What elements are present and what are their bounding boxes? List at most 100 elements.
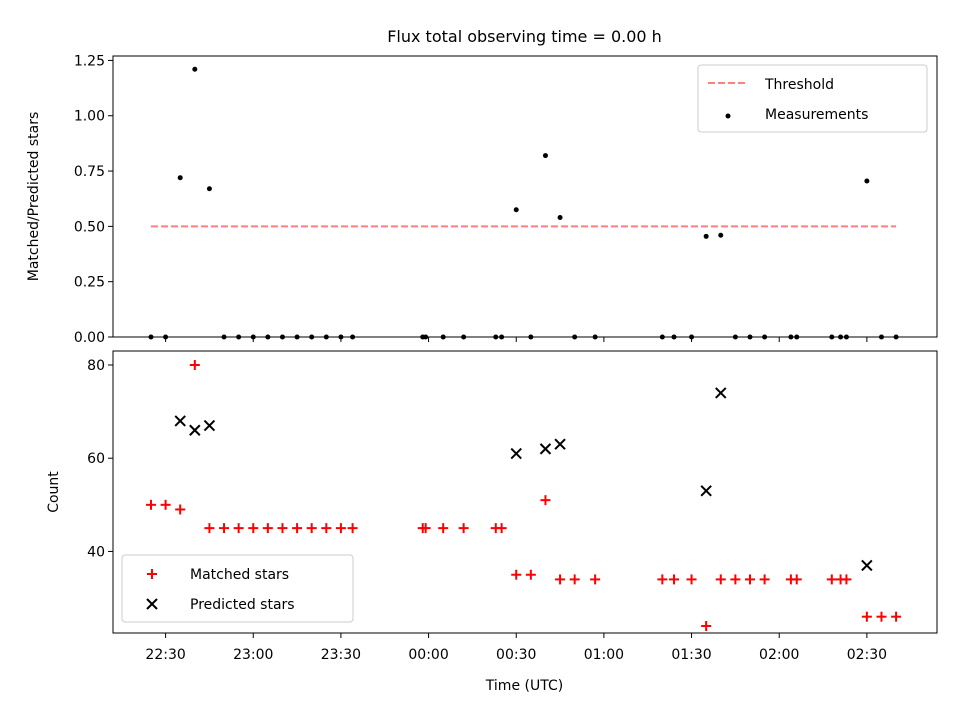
matched-star-point xyxy=(145,499,156,510)
predicted-star-point xyxy=(554,438,566,450)
legend-threshold-label: Threshold xyxy=(764,77,834,93)
legend-predicted-label: Predicted stars xyxy=(190,597,295,613)
legend-x-marker xyxy=(146,598,158,610)
matched-star-point xyxy=(540,495,551,506)
legend-matched-swatch xyxy=(147,569,157,579)
bottom-y-tick-label: 40 xyxy=(87,544,105,560)
matched-star-point xyxy=(321,523,332,534)
matched-star-point xyxy=(876,611,887,622)
matched-star-point xyxy=(791,574,802,585)
bottom-x-tick-label: 22:30 xyxy=(145,647,185,663)
matched-star-point xyxy=(759,574,770,585)
measurement-point xyxy=(206,186,212,192)
matched-star-point xyxy=(686,574,697,585)
bottom-x-tick-label: 00:30 xyxy=(496,647,536,663)
matched-star-point xyxy=(657,574,668,585)
top-legend: Threshold Measurements xyxy=(697,64,928,133)
bottom-x-tick-label: 02:00 xyxy=(759,647,799,663)
matched-star-point xyxy=(826,574,837,585)
matched-star-point xyxy=(175,504,186,515)
legend-predicted-swatch xyxy=(146,598,158,610)
matched-star-point xyxy=(669,574,680,585)
matched-star-point xyxy=(160,499,171,510)
top-y-tick-label: 0.50 xyxy=(74,219,105,235)
legend-plus-marker xyxy=(147,569,157,579)
measurement-point xyxy=(542,153,548,159)
bottom-x-tick-label: 01:00 xyxy=(584,647,624,663)
top-x-tick-marks xyxy=(165,337,868,342)
top-y-tick-label: 0.00 xyxy=(74,330,105,346)
matched-star-point xyxy=(511,569,522,580)
predicted-star-point xyxy=(715,387,727,399)
bottom-x-tick-label: 01:30 xyxy=(671,647,711,663)
measurement-point xyxy=(192,66,198,72)
predicted-star-point xyxy=(700,485,712,497)
predicted-star-point xyxy=(189,424,201,436)
matched-star-point xyxy=(204,523,215,534)
bottom-axes-frame xyxy=(112,350,938,634)
matched-star-point xyxy=(861,611,872,622)
top-y-tick-label: 0.25 xyxy=(74,275,105,291)
matched-star-point xyxy=(248,523,259,534)
bottom-panel: 40 60 80 22:30 23:00 23:30 00:00 00:30 01:00 01:… xyxy=(46,350,938,694)
bottom-y-tick-label: 60 xyxy=(87,451,105,467)
bottom-y-axis-label: Count xyxy=(46,471,62,513)
predicted-star-point xyxy=(510,447,522,460)
bottom-data-layer xyxy=(145,359,902,632)
bottom-x-axis: 22:30 23:00 23:30 00:00 00:30 01:00 01:30 02:00… xyxy=(145,633,887,663)
matched-star-point xyxy=(841,574,852,585)
matched-star-point xyxy=(189,359,200,370)
top-y-tick-label: 1.00 xyxy=(74,109,105,125)
matched-star-point xyxy=(496,523,507,534)
matched-star-point xyxy=(701,621,712,632)
figure-title: Flux total observing time = 0.00 h xyxy=(387,27,662,46)
measurement-point xyxy=(513,207,519,213)
top-y-tick-label: 1.25 xyxy=(74,53,105,69)
bottom-y-axis: 40 60 80 xyxy=(87,358,113,560)
top-y-tick-label: 0.75 xyxy=(74,164,105,180)
bottom-x-tick-label: 23:00 xyxy=(233,647,273,663)
matched-star-point xyxy=(569,574,580,585)
matched-star-point xyxy=(555,574,566,585)
matched-star-point xyxy=(438,523,449,534)
matched-star-point xyxy=(219,523,230,534)
predicted-star-point xyxy=(203,419,216,432)
matched-star-point xyxy=(277,523,288,534)
matched-star-point xyxy=(730,574,741,585)
predicted-star-point xyxy=(174,415,186,427)
top-y-axis: 0.00 0.25 0.50 0.75 1.00 1.25 xyxy=(74,53,113,346)
matched-star-point xyxy=(306,523,317,534)
bottom-y-tick-label: 80 xyxy=(87,358,105,374)
measurement-point xyxy=(177,175,183,181)
matched-star-point xyxy=(292,523,303,534)
matched-star-point xyxy=(420,523,431,534)
bottom-legend-frame xyxy=(121,554,354,623)
matched-star-point xyxy=(891,611,902,622)
matched-star-point xyxy=(458,523,469,534)
predicted-star-point xyxy=(539,443,552,455)
matched-star-point xyxy=(715,574,726,585)
bottom-x-tick-label: 23:30 xyxy=(321,647,361,663)
matched-star-point xyxy=(590,574,601,585)
matched-star-point xyxy=(347,523,358,534)
matched-star-point xyxy=(335,523,346,534)
measurement-point xyxy=(864,178,870,184)
matched-star-point xyxy=(262,523,273,534)
matched-star-point xyxy=(233,523,244,534)
predicted-star-point xyxy=(861,559,873,572)
matched-star-point xyxy=(744,574,755,585)
legend-measurements-label: Measurements xyxy=(765,107,868,123)
measurement-point xyxy=(718,232,724,238)
bottom-x-axis-label: Time (UTC) xyxy=(485,678,563,694)
legend-matched-label: Matched stars xyxy=(190,567,289,583)
measurement-point xyxy=(557,215,563,221)
bottom-legend: Matched stars Predicted stars xyxy=(121,554,354,623)
top-y-axis-label: Matched/Predicted stars xyxy=(26,112,42,282)
measurement-point xyxy=(703,233,709,239)
bottom-x-tick-label: 00:00 xyxy=(408,647,448,663)
matched-star-point xyxy=(525,569,536,580)
bottom-x-tick-label: 02:30 xyxy=(847,647,887,663)
legend-measurements-swatch xyxy=(725,113,731,119)
top-legend-frame xyxy=(697,64,928,133)
